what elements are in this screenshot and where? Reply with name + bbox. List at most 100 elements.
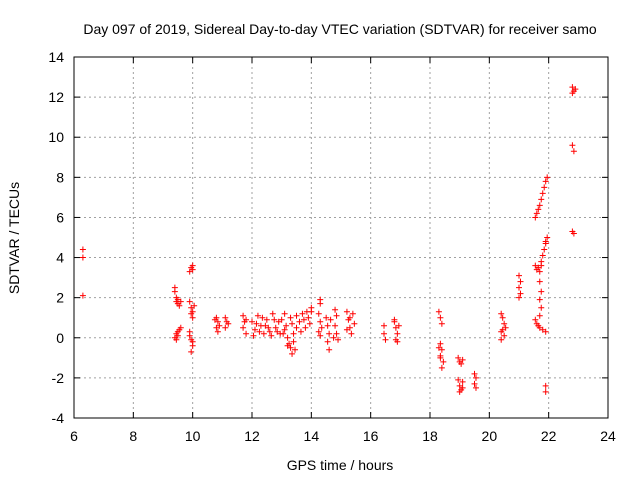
data-point (326, 330, 333, 337)
y-tick-labels: -4 -2 0 2 4 6 8 10 12 14 (48, 49, 64, 426)
data-point (542, 382, 549, 389)
data-point (330, 334, 337, 341)
data-point (290, 338, 297, 345)
data-point (333, 330, 340, 337)
data-point (189, 314, 196, 321)
data-point (533, 210, 540, 217)
data-point (437, 354, 444, 361)
data-point (315, 328, 322, 335)
data-point (243, 330, 250, 337)
data-point (289, 320, 296, 327)
data-point (472, 384, 479, 391)
data-point (315, 310, 322, 317)
data-point (266, 328, 273, 335)
data-point (536, 312, 543, 319)
data-point (326, 346, 333, 353)
data-point (455, 354, 462, 361)
data-point (437, 314, 444, 321)
data-point (351, 320, 358, 327)
y-tick-label: 6 (56, 209, 64, 225)
data-point (536, 278, 543, 285)
data-point (186, 298, 193, 305)
x-tick-label: 24 (600, 428, 616, 444)
data-point (394, 338, 401, 345)
data-point (308, 304, 315, 311)
data-point (572, 86, 579, 93)
data-point (259, 314, 266, 321)
y-tick-label: 8 (56, 169, 64, 185)
data-point (333, 312, 340, 319)
data-point (343, 326, 350, 333)
x-tick-label: 20 (482, 428, 498, 444)
data-point (188, 310, 195, 317)
data-point (538, 196, 545, 203)
data-point (176, 302, 183, 309)
data-point (516, 272, 522, 279)
data-point (290, 330, 297, 337)
y-tick-label: 14 (48, 49, 64, 65)
x-tick-label: 12 (244, 428, 260, 444)
data-point (438, 320, 445, 327)
data-point (394, 330, 401, 337)
data-point (348, 330, 355, 337)
data-point (249, 318, 255, 325)
data-point (186, 332, 193, 339)
data-point (302, 324, 309, 331)
x-tick-label: 10 (185, 428, 201, 444)
data-point (459, 356, 466, 363)
data-point (502, 324, 509, 331)
data-point (542, 328, 549, 335)
data-point (536, 202, 543, 209)
data-point (544, 174, 551, 181)
y-tick-label: 4 (56, 250, 64, 266)
data-point (544, 234, 551, 241)
data-point (216, 322, 223, 329)
data-point (260, 330, 267, 337)
data-point (189, 262, 196, 269)
data-point (297, 328, 304, 335)
data-point (532, 214, 539, 221)
data-point (391, 316, 398, 323)
data-point (303, 308, 310, 315)
data-point (435, 344, 442, 351)
data-point (191, 302, 198, 309)
data-point (459, 378, 466, 385)
data-point (517, 290, 524, 297)
data-point (440, 358, 447, 365)
data-point (538, 288, 545, 295)
data-point (569, 142, 576, 149)
data-point (296, 318, 303, 325)
data-point (498, 310, 505, 317)
data-point (455, 376, 462, 383)
data-point (501, 332, 508, 339)
data-point (211, 316, 218, 323)
data-point (435, 308, 442, 315)
data-point (317, 318, 324, 325)
data-point (381, 330, 388, 337)
data-point (281, 310, 288, 317)
x-tick-label: 18 (422, 428, 438, 444)
data-point (272, 324, 279, 331)
data-point (263, 316, 270, 323)
data-point (569, 90, 576, 97)
data-point (293, 312, 300, 319)
data-point (570, 148, 577, 155)
data-point (225, 320, 232, 327)
data-point (324, 322, 331, 329)
data-point (539, 252, 546, 259)
chart-title: Day 097 of 2019, Sidereal Day-to-day VTE… (83, 21, 596, 37)
data-point (471, 380, 478, 387)
data-point (542, 388, 549, 395)
data-point (382, 336, 389, 343)
data-point (281, 326, 288, 333)
grid-lines (74, 57, 608, 418)
data-point (186, 268, 193, 275)
x-tick-label: 8 (129, 428, 137, 444)
data-point (323, 314, 330, 321)
data-point (332, 322, 339, 329)
data-point (542, 178, 549, 185)
data-point (177, 298, 184, 305)
data-point (535, 206, 542, 213)
data-point (189, 338, 196, 345)
